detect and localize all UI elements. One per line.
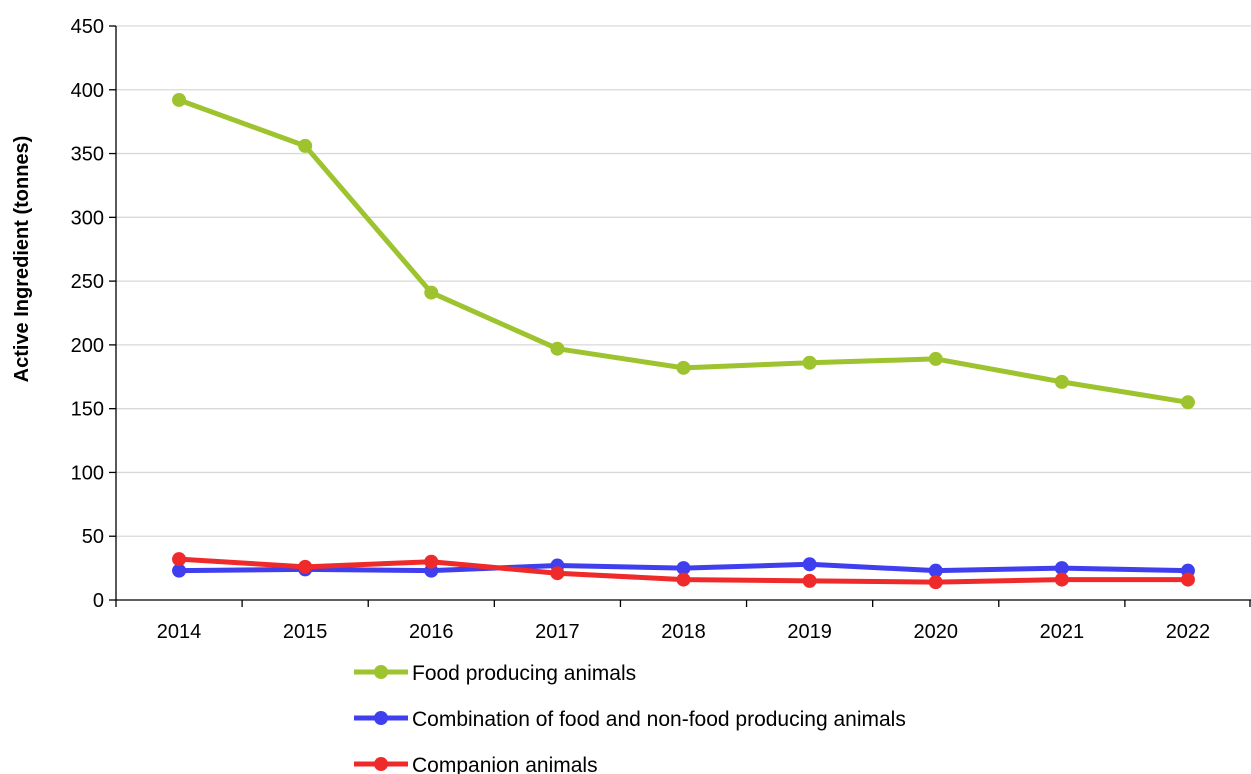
legend-label: Companion animals (412, 754, 598, 774)
data-point (424, 554, 439, 569)
x-tick-label: 2014 (157, 621, 202, 643)
data-point (172, 552, 187, 567)
y-tick-label: 400 (71, 80, 104, 102)
y-axis-ticks: 0 50 100 150 200 250 300 350 400 450 (71, 16, 116, 612)
y-tick-label: 50 (82, 526, 104, 548)
data-point (676, 572, 691, 587)
x-tick-label: 2017 (535, 621, 580, 643)
data-point (424, 285, 439, 300)
x-tick-label: 2020 (913, 621, 958, 643)
data-point (1180, 395, 1195, 410)
data-point (928, 575, 943, 590)
gridlines (116, 25, 1251, 537)
x-tick-label: 2018 (661, 621, 706, 643)
data-point (676, 360, 691, 375)
legend-label: Combination of food and non-food produci… (412, 708, 906, 731)
x-axis-ticks: 2014 2015 2016 2017 2018 2019 2020 2021 2022 (115, 600, 1251, 643)
y-tick-label: 150 (71, 399, 104, 421)
series (172, 92, 1195, 590)
data-point (802, 557, 817, 572)
x-tick-label: 2022 (1166, 621, 1211, 643)
series-2 (172, 552, 1195, 590)
y-tick-label: 350 (71, 144, 104, 166)
data-point (928, 563, 943, 578)
data-point (802, 355, 817, 370)
y-tick-label: 450 (71, 16, 104, 38)
legend-swatch-marker (374, 711, 388, 725)
data-point (676, 561, 691, 576)
data-point (172, 563, 187, 578)
axes (115, 26, 1251, 601)
data-point (550, 566, 565, 581)
data-point (928, 351, 943, 366)
x-tick-label: 2015 (283, 621, 328, 643)
y-tick-label: 300 (71, 207, 104, 229)
data-point (1054, 561, 1069, 576)
legend: Food producing animals Combination of foo… (354, 662, 906, 774)
data-point (298, 559, 313, 574)
x-tick-label: 2021 (1040, 621, 1085, 643)
data-point (172, 92, 187, 107)
legend-label: Food producing animals (412, 662, 636, 685)
series-0 (172, 92, 1195, 410)
legend-item: Food producing animals (354, 662, 636, 685)
x-tick-label: 2019 (787, 621, 832, 643)
data-point (802, 573, 817, 588)
x-tick-label: 2016 (409, 621, 454, 643)
data-point (550, 341, 565, 356)
legend-item: Combination of food and non-food produci… (354, 708, 906, 731)
data-point (1180, 572, 1195, 587)
y-axis-title: Active Ingredient (tonnes) (11, 136, 33, 383)
data-point (298, 138, 313, 153)
legend-swatch-marker (374, 665, 388, 679)
series-line (176, 97, 1191, 405)
y-tick-label: 100 (71, 462, 104, 484)
y-tick-label: 200 (71, 335, 104, 357)
y-tick-label: 0 (93, 590, 104, 612)
legend-item: Companion animals (354, 754, 598, 774)
data-point (1054, 572, 1069, 587)
y-tick-label: 250 (71, 271, 104, 293)
legend-swatch-marker (374, 757, 388, 771)
data-point (1054, 374, 1069, 389)
